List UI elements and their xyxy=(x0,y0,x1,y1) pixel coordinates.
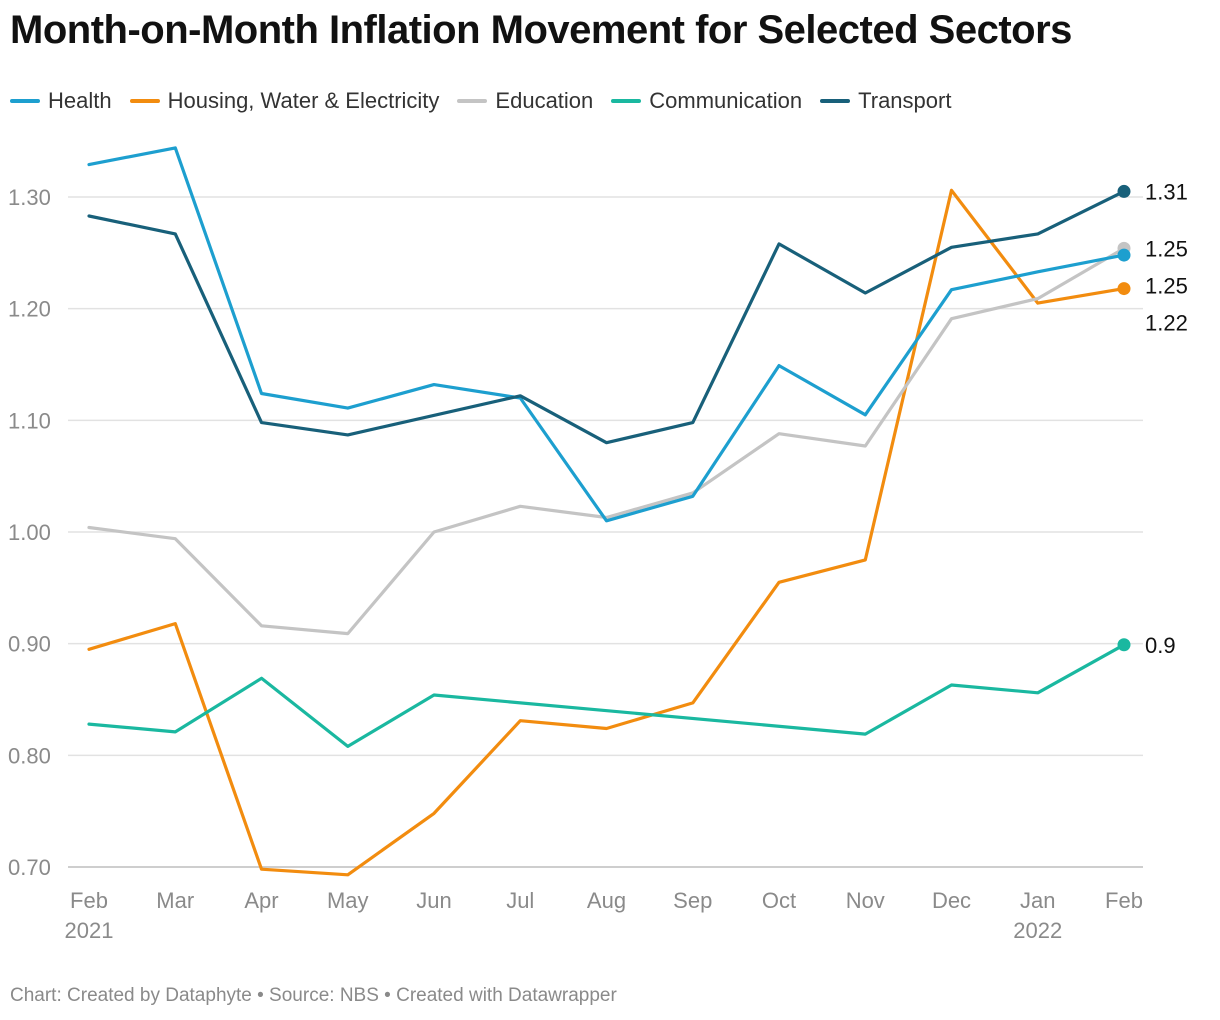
legend-label: Health xyxy=(48,88,112,113)
series-line-housing-water-electricity xyxy=(87,188,1126,877)
legend-item: Communication xyxy=(611,88,802,114)
legend-swatch xyxy=(457,99,488,103)
legend-swatch xyxy=(611,99,642,103)
x-tick-label: Dec xyxy=(932,888,971,913)
end-point-marker xyxy=(1117,184,1131,198)
x-tick-label: Jul xyxy=(506,888,534,913)
y-tick-label: 0.70 xyxy=(8,855,51,880)
y-tick-label: 1.20 xyxy=(8,297,51,322)
end-value-label: 0.9 xyxy=(1145,633,1176,658)
x-tick-label: Apr xyxy=(244,888,278,913)
x-tick-label: May xyxy=(327,888,369,913)
x-tick-label: Feb xyxy=(70,888,108,913)
y-tick-label: 1.00 xyxy=(8,520,51,545)
legend-swatch xyxy=(820,99,851,103)
x-tick-year-label: 2022 xyxy=(1013,918,1062,943)
legend-label: Housing, Water & Electricity xyxy=(167,88,440,113)
y-tick-label: 1.30 xyxy=(8,185,51,210)
end-point-marker xyxy=(1117,248,1131,262)
gridlines xyxy=(68,196,1143,868)
series-line-transport xyxy=(87,189,1126,445)
end-value-label: 1.22 xyxy=(1145,310,1188,335)
y-tick-label: 0.80 xyxy=(8,743,51,768)
x-tick-label: Oct xyxy=(762,888,796,913)
series-line-communication xyxy=(87,643,1126,749)
x-tick-label: Jun xyxy=(416,888,451,913)
legend-item: Transport xyxy=(820,88,951,114)
chart-legend: Health Housing, Water & Electricity Educat… xyxy=(10,88,951,114)
end-value-label: 1.25 xyxy=(1145,273,1188,298)
legend-item: Education xyxy=(457,88,593,114)
legend-item: Health xyxy=(10,88,112,114)
y-tick-label: 1.10 xyxy=(8,408,51,433)
x-tick-label: Jan xyxy=(1020,888,1055,913)
x-tick-year-label: 2021 xyxy=(65,918,114,943)
chart-title: Month-on-Month Inflation Movement for Se… xyxy=(10,8,1072,52)
end-point-marker xyxy=(1117,282,1131,296)
legend-swatch xyxy=(10,99,40,103)
legend-label: Education xyxy=(495,88,594,113)
end-value-label: 1.31 xyxy=(1145,179,1188,204)
x-tick-label: Aug xyxy=(587,888,626,913)
legend-swatch xyxy=(129,99,160,103)
x-tick-label: Nov xyxy=(846,888,885,913)
x-tick-label: Feb xyxy=(1105,888,1143,913)
legend-item: Housing, Water & Electricity xyxy=(129,88,440,114)
series-line-education xyxy=(87,246,1126,636)
chart-footer: Chart: Created by Dataphyte • Source: NB… xyxy=(10,985,617,1006)
end-value-label: 1.25 xyxy=(1145,236,1188,261)
legend-label: Communication xyxy=(649,88,803,113)
x-tick-label: Mar xyxy=(156,888,194,913)
legend-label: Transport xyxy=(858,88,952,113)
y-tick-label: 0.90 xyxy=(8,632,51,657)
end-point-marker xyxy=(1117,638,1131,652)
series-line-health xyxy=(87,146,1126,523)
x-tick-label: Sep xyxy=(673,888,712,913)
